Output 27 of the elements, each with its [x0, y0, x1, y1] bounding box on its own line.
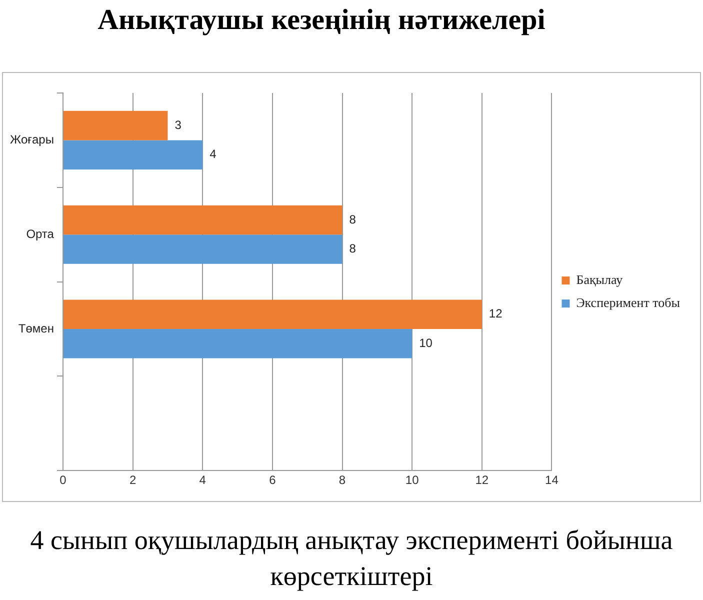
- data-label: 10: [419, 336, 433, 350]
- legend-label: Бақылау: [576, 272, 624, 287]
- legend-label: Эксперимент тобы: [576, 294, 680, 310]
- x-tick-label: 4: [199, 473, 206, 488]
- data-label: 3: [174, 118, 182, 132]
- y-tick-label: Жоғары: [10, 132, 54, 147]
- bar: [63, 329, 412, 358]
- bar: [63, 140, 203, 170]
- data-label: 4: [210, 147, 217, 162]
- x-tick-label: 6: [269, 473, 276, 488]
- text: 4 сынып оқушылардың анықтау эксперименті бойынша көрсеткіштері: [29, 524, 674, 593]
- chart-title: Анықтаушы кезеңінің нәтижелері: [96, 3, 546, 38]
- data-label: 8: [349, 212, 356, 226]
- data-label: 12: [488, 306, 503, 321]
- bar: [63, 234, 342, 264]
- x-tick-label: 8: [338, 473, 346, 488]
- y-tick-label: Төмен: [18, 321, 54, 336]
- x-tick-label: 12: [475, 473, 489, 488]
- bar: [63, 300, 482, 329]
- bar: [63, 110, 168, 140]
- data-label: 8: [349, 242, 356, 256]
- bar: [63, 205, 342, 235]
- x-tick-label: 2: [129, 473, 136, 488]
- x-tick-label: 14: [545, 473, 559, 488]
- x-tick-label: 10: [405, 473, 420, 488]
- y-tick-label: Орта: [26, 226, 54, 241]
- x-tick-label: 0: [60, 473, 67, 488]
